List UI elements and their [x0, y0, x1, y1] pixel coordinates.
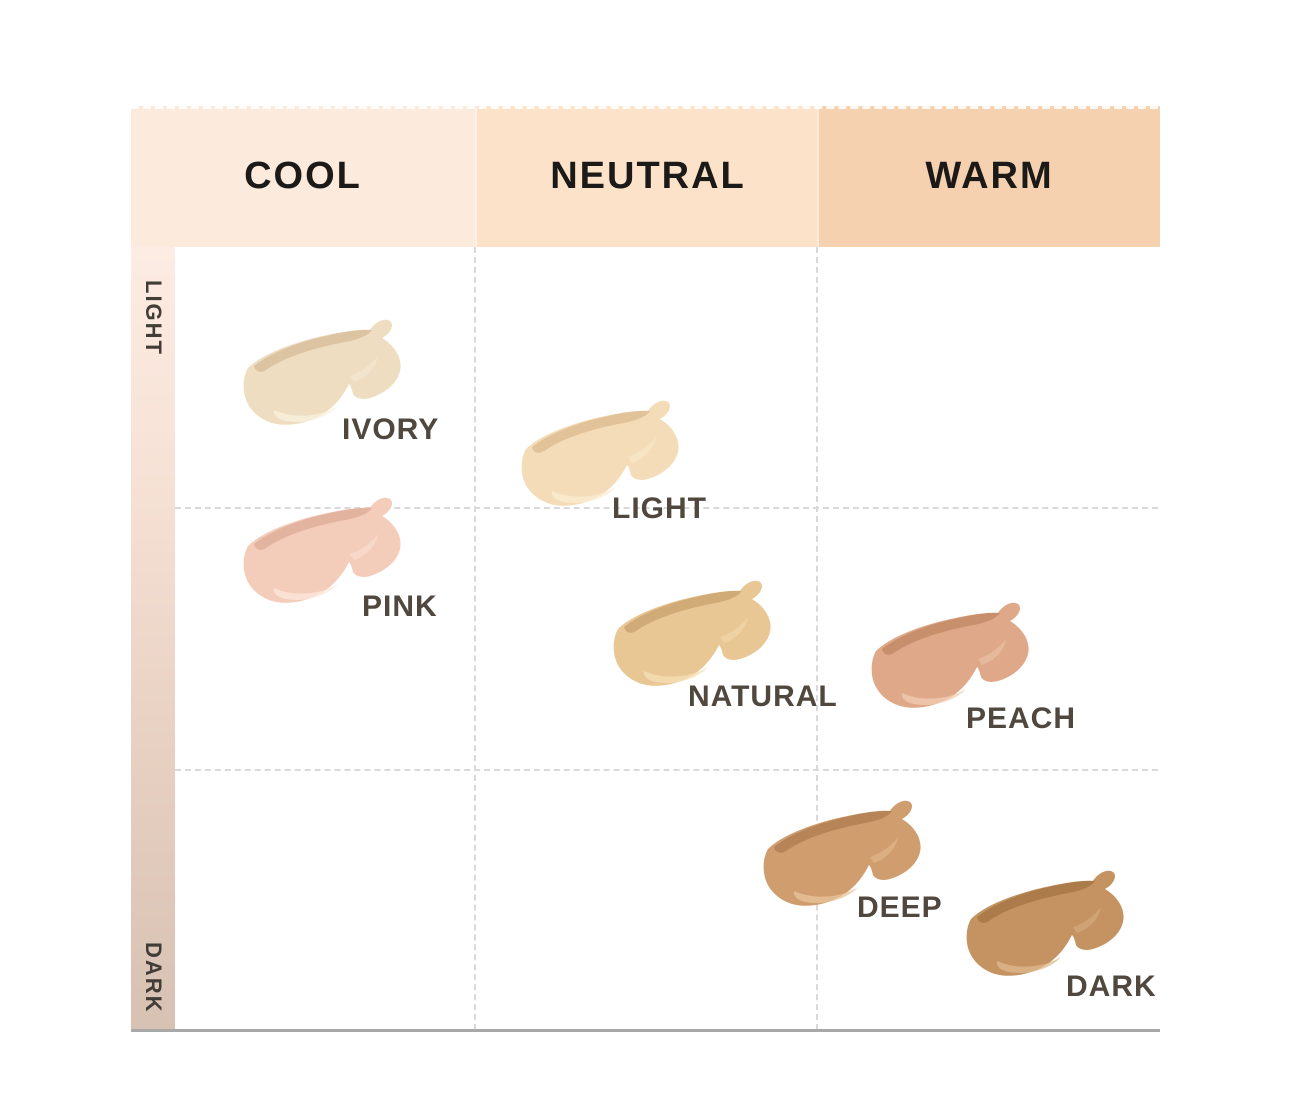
- grid-vline-cool-neutral: [474, 247, 476, 1030]
- swatch-dark: [945, 867, 1155, 999]
- shade-label-peach: PEACH: [966, 702, 1077, 735]
- depth-label-light: LIGHT: [131, 258, 175, 378]
- swatch-smear-ivory: [243, 319, 401, 425]
- swatch-deep: [742, 797, 952, 929]
- swatch-smear-pink: [243, 497, 401, 603]
- shade-label-light: LIGHT: [612, 492, 707, 525]
- swatch-ivory: [222, 316, 432, 448]
- grid-bottom-line: [131, 1029, 1160, 1032]
- header-top-dashed-edge: [131, 105, 1158, 109]
- depth-label-light-text: LIGHT: [141, 280, 166, 356]
- swatch-smear-deep: [763, 800, 921, 906]
- depth-label-dark: DARK: [131, 918, 175, 1038]
- grid-hline-row1-row2: [175, 507, 1158, 509]
- shade-label-pink: PINK: [362, 590, 438, 623]
- depth-label-dark-text: DARK: [141, 942, 166, 1014]
- shade-label-deep: DEEP: [857, 891, 943, 924]
- depth-gradient-bar: [131, 247, 175, 1030]
- swatch-smear-natural: [613, 580, 771, 686]
- swatch-smear-dark: [966, 870, 1124, 976]
- shade-label-natural: NATURAL: [688, 680, 838, 713]
- swatch-peach: [850, 599, 1060, 731]
- swatch-smear-light: [521, 400, 679, 506]
- swatch-natural: [592, 577, 802, 709]
- undertone-header-cool: COOL: [131, 106, 475, 247]
- undertone-header-neutral: NEUTRAL: [475, 106, 819, 247]
- grid-vline-neutral-warm: [816, 247, 818, 1030]
- swatch-pink: [222, 494, 432, 626]
- swatch-smear-peach: [871, 602, 1029, 708]
- undertone-header-warm: WARM: [817, 106, 1160, 247]
- grid-hline-row2-row3: [175, 769, 1158, 771]
- swatch-light: [500, 397, 710, 529]
- shade-label-ivory: IVORY: [342, 413, 440, 446]
- shade-label-dark: DARK: [1066, 970, 1157, 1003]
